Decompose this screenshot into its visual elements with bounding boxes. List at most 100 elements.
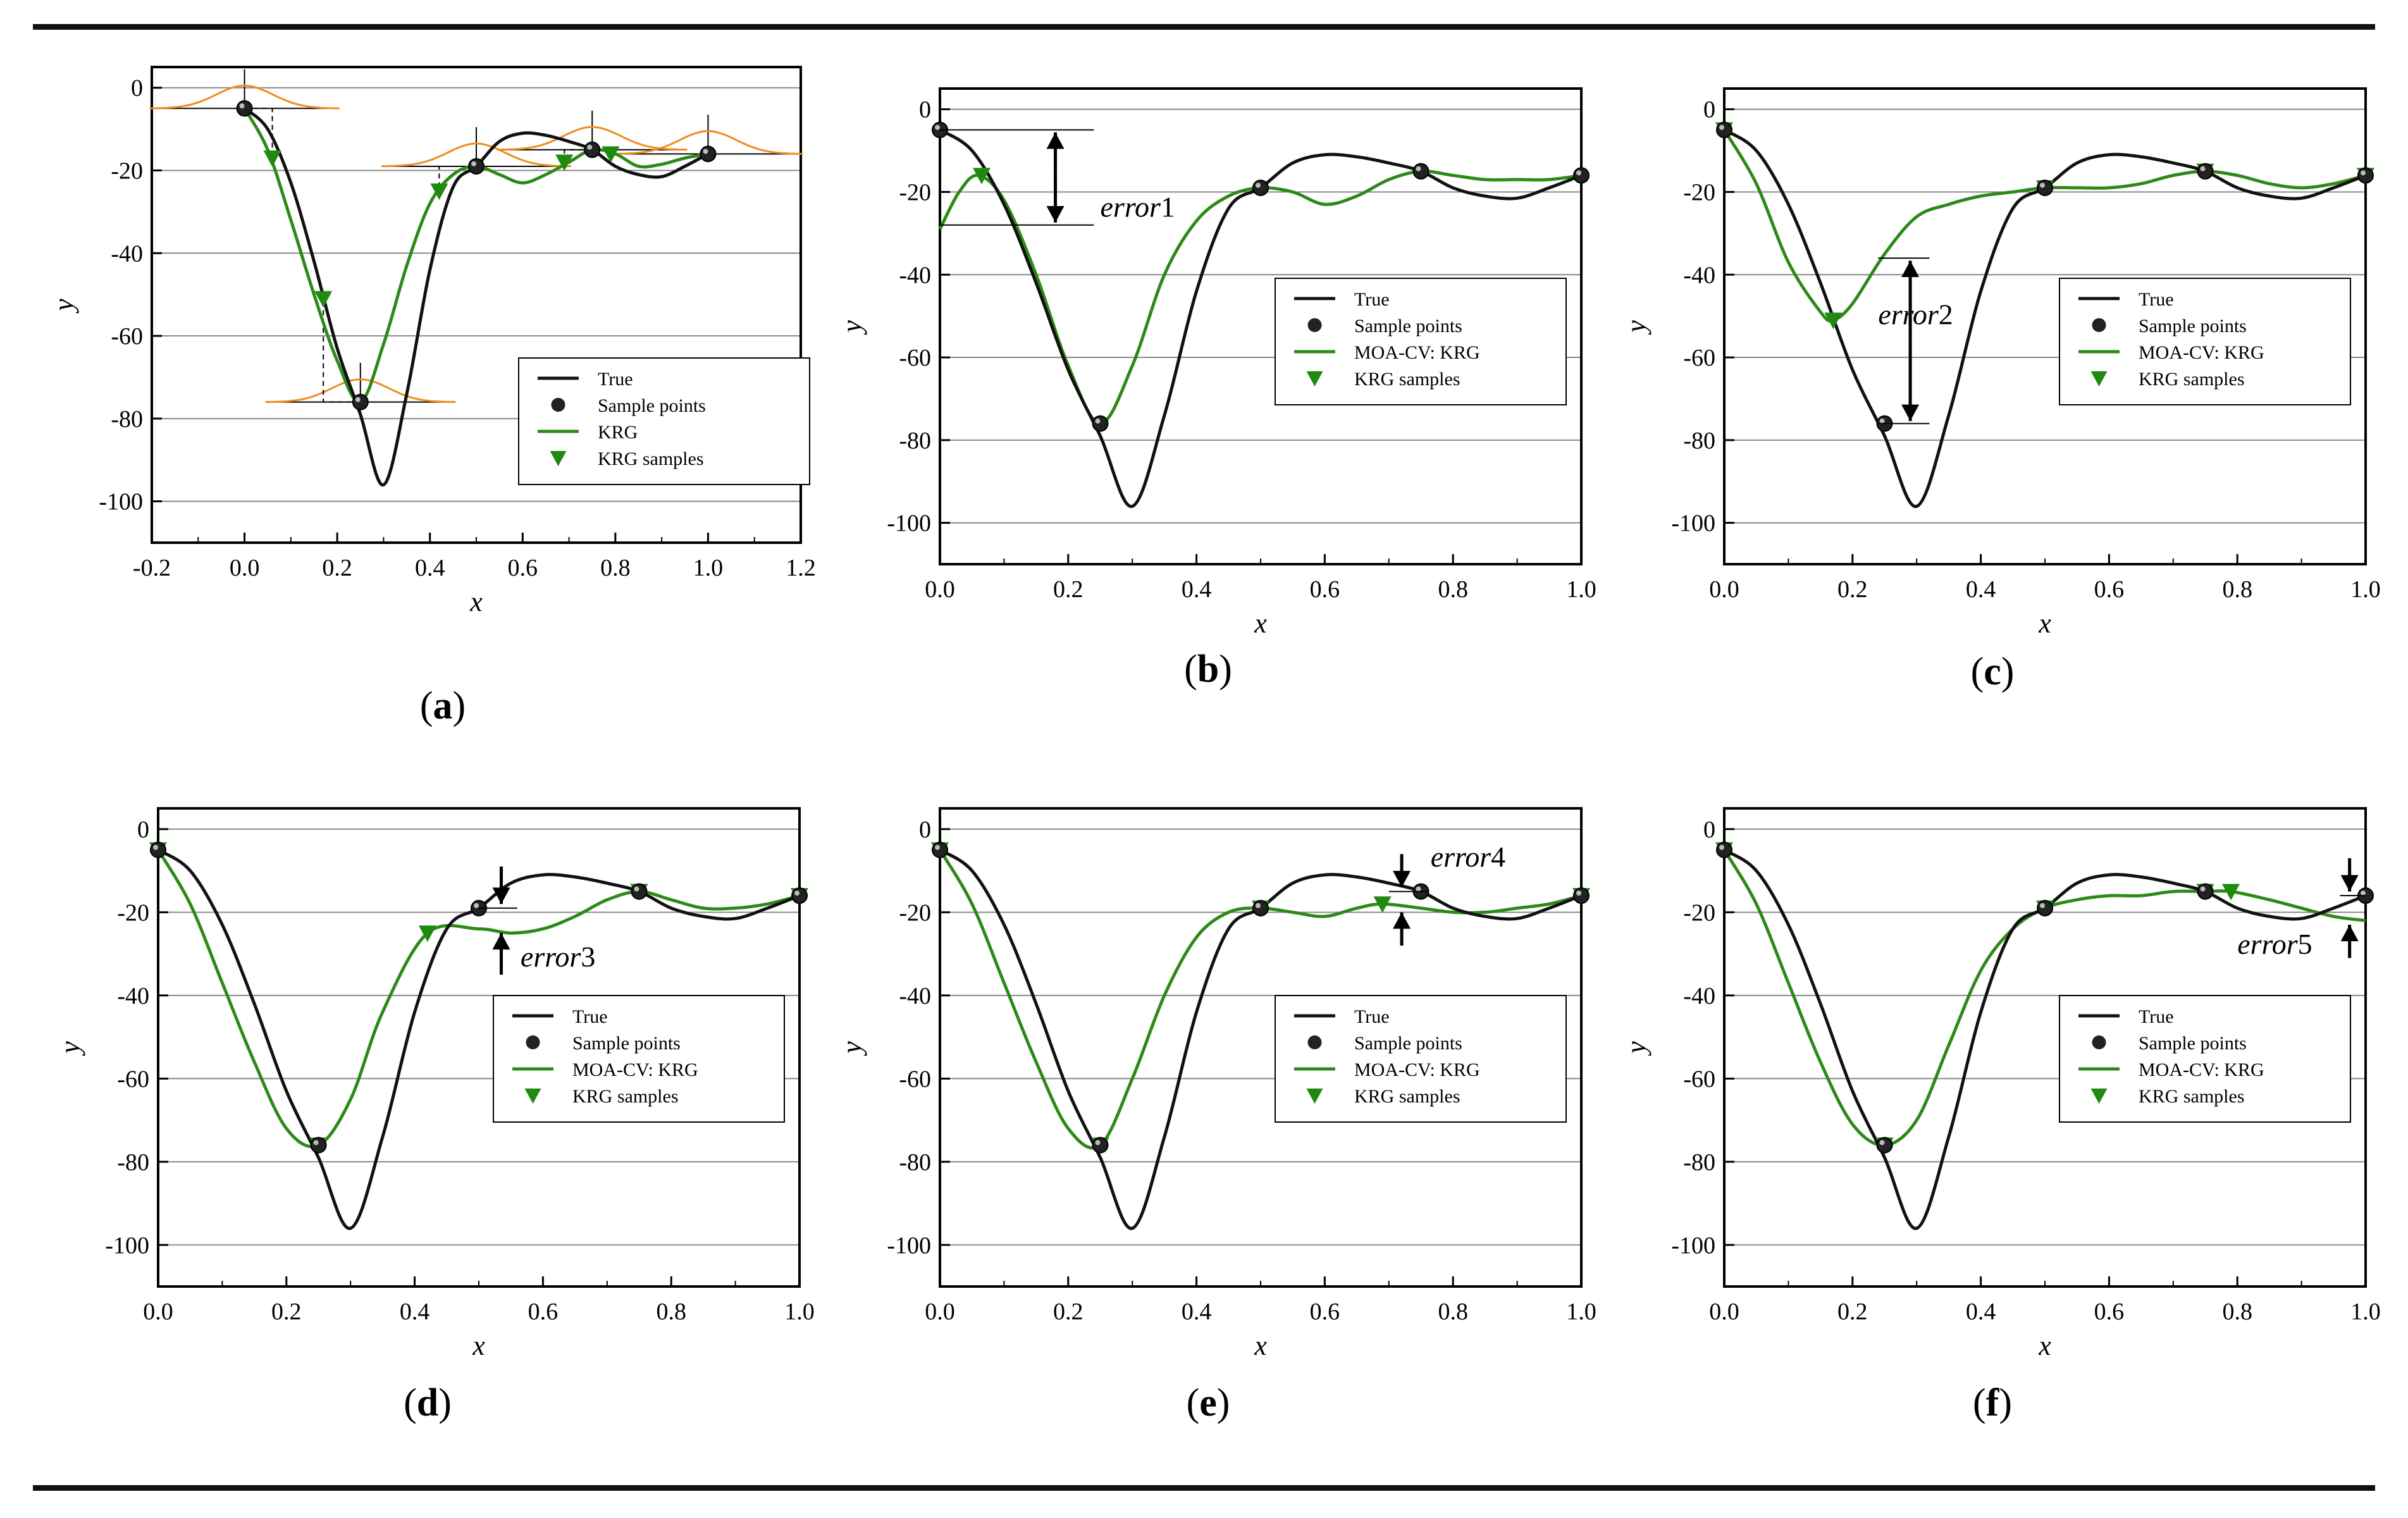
y-tick-label: -20 <box>899 899 931 926</box>
sample-point-highlight <box>2200 886 2206 892</box>
y-tick-label: -80 <box>899 1149 931 1176</box>
error-label: error5 <box>2237 928 2312 960</box>
legend-entry: MOA-CV: KRG <box>2139 342 2264 363</box>
legend: True Sample points KRG KRG samples <box>518 357 810 485</box>
sample-point-highlight <box>634 886 639 892</box>
legend: True Sample points MOA-CV: KRG KRG samples <box>1275 995 1567 1123</box>
legend-entry: Sample points <box>598 395 706 416</box>
legend-entry: KRG samples <box>2139 1086 2245 1107</box>
x-tick-label: 1.0 <box>1566 1299 1596 1325</box>
krg-sample-marker <box>263 150 281 167</box>
true-curve <box>939 848 1582 1230</box>
krg-sample-marker <box>418 925 436 942</box>
legend-swatch-krg-sample <box>524 1089 541 1104</box>
chart-panel-e: 0.0 0.2 0.4 0.6 0.8 1.0 0 -20 -40 -60 -80 -100 x y err… <box>836 807 1596 1424</box>
sample-point-highlight <box>2200 166 2206 171</box>
sample-point-highlight <box>1256 182 1261 188</box>
x-tick-label: 0.4 <box>1182 576 1212 603</box>
sample-point <box>584 141 601 158</box>
error-label: error2 <box>1878 299 1953 331</box>
legend-entry: KRG samples <box>2139 369 2245 390</box>
sample-point <box>791 887 808 904</box>
y-tick-label: 0 <box>1703 817 1715 843</box>
y-tick-label: -40 <box>117 983 149 1009</box>
krg-curve <box>1722 129 2366 323</box>
x-axis-label: x <box>472 1330 485 1361</box>
legend-entry: Sample points <box>1354 316 1462 336</box>
x-axis-label: x <box>1254 1330 1267 1361</box>
sample-point <box>1716 121 1732 139</box>
legend-entry: True <box>2139 289 2174 310</box>
y-axis-label: y <box>1621 1041 1652 1056</box>
sample-point-highlight <box>1095 418 1101 424</box>
legend: True Sample points MOA-CV: KRG KRG samples <box>1275 278 1567 405</box>
y-tick-label: 0 <box>137 817 149 843</box>
sample-point-highlight <box>587 144 593 150</box>
legend-entry: MOA-CV: KRG <box>1354 1059 1480 1080</box>
legend: True Sample points MOA-CV: KRG KRG samples <box>2059 995 2351 1123</box>
error-arrow-down-head <box>492 887 510 904</box>
sample-point <box>1092 415 1109 432</box>
legend-swatch-sample <box>551 398 565 412</box>
sample-point-highlight <box>1719 125 1724 130</box>
y-tick-label: -40 <box>111 240 143 267</box>
y-tick-label: -40 <box>1683 983 1715 1009</box>
sample-point-highlight <box>2040 903 2045 908</box>
legend-entry: Sample points <box>1354 1033 1462 1054</box>
sample-point-highlight <box>1416 886 1421 892</box>
y-tick-label: -40 <box>899 983 931 1009</box>
x-axis-label: x <box>2038 1330 2051 1361</box>
krg-sample-marker <box>555 154 574 171</box>
error-arrow-up-head <box>492 933 510 950</box>
bell-curve <box>613 130 803 155</box>
panel-label: (c) <box>1971 650 2015 693</box>
legend-swatch-sample <box>2092 318 2106 332</box>
krg-sample-marker <box>2222 884 2240 901</box>
y-tick-label: -100 <box>99 489 143 515</box>
y-tick-label: -60 <box>1683 1066 1715 1092</box>
x-tick-label: 0.6 <box>508 555 538 581</box>
legend-swatch-sample <box>1307 1035 1322 1049</box>
sample-point-highlight <box>1719 844 1724 850</box>
error-annotation: error2 <box>1878 257 1953 424</box>
error-arrow-down-head <box>1901 404 1920 421</box>
y-axis-label: y <box>836 320 867 335</box>
sample-point <box>631 883 648 900</box>
legend-entry: MOA-CV: KRG <box>572 1059 698 1080</box>
error-arrow-down-head <box>1046 206 1065 223</box>
sample-point <box>1876 1137 1893 1154</box>
legend-swatch-krg-sample <box>550 451 567 466</box>
x-axis-label: x <box>2038 608 2051 639</box>
x-tick-label: 0.6 <box>528 1299 559 1325</box>
x-tick-label: 0.8 <box>1438 1299 1468 1325</box>
krg-curve <box>938 849 1582 1150</box>
krg-curve <box>1722 849 2366 1147</box>
x-tick-label: 0.8 <box>2222 576 2252 603</box>
sample-point <box>310 1137 327 1154</box>
sample-point <box>2037 179 2053 196</box>
legend-entry: True <box>1354 1006 1390 1027</box>
y-tick-label: 0 <box>919 817 931 843</box>
error-label: error1 <box>1101 191 1175 223</box>
sample-point-highlight <box>935 844 940 850</box>
x-tick-label: 0.0 <box>1709 576 1739 603</box>
y-tick-label: -60 <box>899 345 931 371</box>
panel-label: (e) <box>1187 1381 1230 1424</box>
error-annotation: error1 <box>940 129 1175 226</box>
true-curve <box>157 848 800 1230</box>
error-label: error3 <box>521 941 595 973</box>
x-tick-label: 1.0 <box>2350 1299 2381 1325</box>
x-tick-label: 0.6 <box>1310 1299 1340 1325</box>
bell-curve <box>149 84 340 109</box>
krg-curve <box>938 170 1582 426</box>
krg-sample-marker <box>430 183 448 201</box>
x-tick-label: 0.2 <box>1837 576 1868 603</box>
y-tick-label: 0 <box>1703 97 1715 123</box>
sample-point <box>2357 167 2374 184</box>
chart-panel-f: 0.0 0.2 0.4 0.6 0.8 1.0 0 -20 -40 -60 -80 -100 x y err… <box>1621 807 2381 1424</box>
sample-point <box>1573 167 1590 184</box>
error-annotation: error5 <box>2237 858 2366 960</box>
sample-point-highlight <box>1576 891 1581 896</box>
legend-entry: KRG samples <box>572 1086 679 1107</box>
sample-point-highlight <box>239 103 245 109</box>
